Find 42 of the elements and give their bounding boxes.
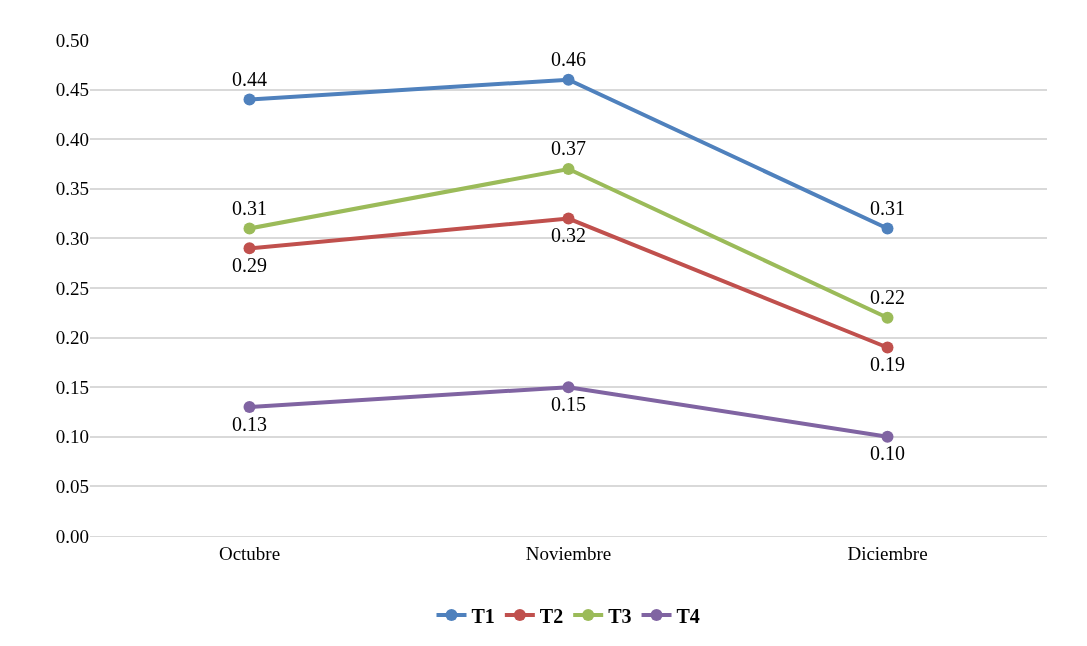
y-tick-label: 0.35 [55, 178, 89, 200]
point [881, 311, 894, 324]
y-tick-label: 0.40 [55, 128, 89, 150]
data-label: 0.37 [551, 137, 586, 160]
data-label: 0.15 [551, 392, 586, 415]
legend-label: T4 [676, 604, 700, 627]
y-tick-label: 0.30 [55, 228, 89, 250]
point [881, 222, 894, 235]
y-tick-label: 0.50 [55, 29, 89, 51]
point [562, 381, 575, 394]
data-label: 0.44 [232, 68, 267, 91]
data-label: 0.32 [551, 224, 586, 247]
point [243, 401, 256, 414]
point [243, 93, 256, 106]
legend-label: T1 [471, 604, 495, 627]
y-tick-label: 0.00 [55, 525, 89, 547]
legend-label: T2 [539, 604, 564, 627]
x-tick-label: Diciembre [847, 542, 928, 564]
x-tick-label: Noviembre [525, 542, 612, 564]
data-label: 0.22 [870, 286, 905, 309]
point [243, 242, 256, 255]
data-label: 0.29 [232, 253, 267, 276]
point [562, 212, 575, 225]
y-tick-label: 0.10 [55, 426, 89, 448]
data-label: 0.10 [870, 442, 905, 465]
y-tick-label: 0.15 [55, 376, 89, 398]
data-label: 0.46 [551, 48, 586, 71]
x-tick-label: Octubre [218, 542, 281, 564]
y-tick-label: 0.45 [55, 79, 89, 101]
data-label: 0.31 [232, 196, 267, 219]
data-label: 0.13 [232, 412, 267, 435]
point [881, 430, 894, 443]
data-label: 0.31 [870, 196, 905, 219]
point [562, 162, 575, 175]
point [562, 73, 575, 86]
y-tick-label: 0.05 [55, 476, 89, 498]
point [243, 222, 256, 235]
data-label: 0.19 [870, 353, 905, 376]
legend-label: T3 [608, 604, 632, 627]
y-tick-label: 0.20 [55, 327, 89, 349]
point [881, 341, 894, 354]
y-tick-label: 0.25 [55, 277, 89, 299]
